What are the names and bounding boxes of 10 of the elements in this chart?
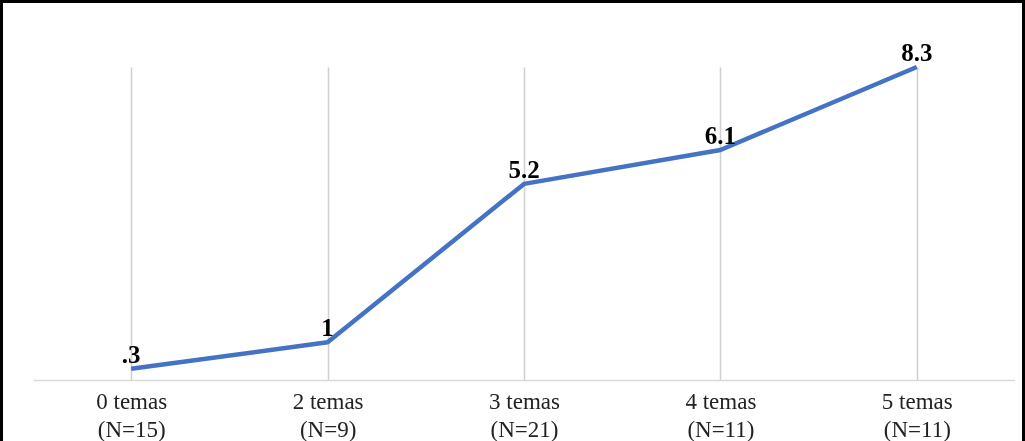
x-tick-label: 2 temas (N=9) — [292, 388, 364, 441]
data-label: 5.2 — [508, 155, 540, 183]
x-tick-label: 5 temas (N=11) — [881, 388, 953, 441]
data-label: 6.1 — [704, 121, 737, 149]
x-tick-label: 0 temas (N=15) — [96, 388, 168, 441]
data-label: 8.3 — [901, 39, 933, 66]
data-label: .3 — [121, 340, 141, 368]
x-tick-label: 4 temas (N=11) — [685, 388, 757, 441]
data-label: 1 — [321, 314, 334, 342]
x-tick-label: 3 temas (N=21) — [489, 388, 560, 441]
